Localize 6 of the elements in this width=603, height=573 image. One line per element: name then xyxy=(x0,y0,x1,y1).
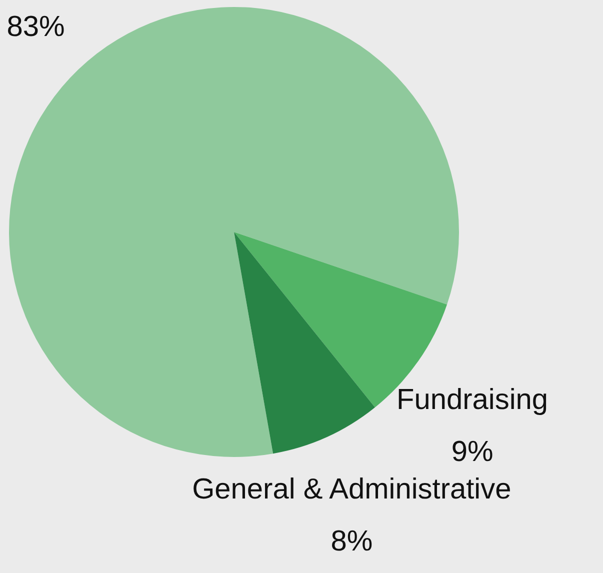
data-label: 83% xyxy=(6,10,65,43)
data-label: 8% xyxy=(330,525,373,558)
slice-label: Fundraising xyxy=(396,384,548,416)
pie-slice xyxy=(234,232,375,454)
data-label: 9% xyxy=(451,436,494,468)
slice-label: General & Administrative xyxy=(192,473,512,506)
